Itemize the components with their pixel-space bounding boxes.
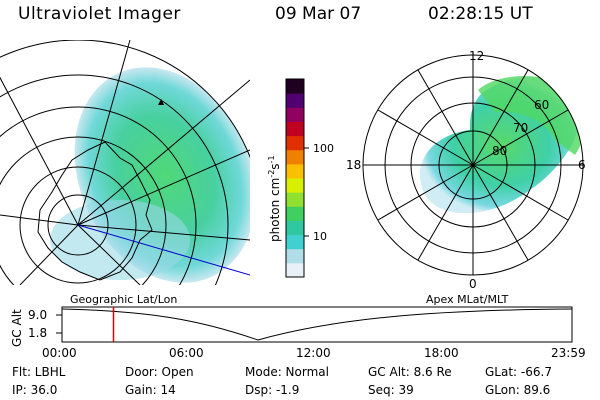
status-mode: Mode: Normal	[245, 365, 329, 379]
status-door: Door: Open	[125, 365, 194, 379]
colorbar-segment	[286, 234, 304, 250]
status-seq: Seq: 39	[368, 383, 414, 397]
mlt-label-0: 0	[469, 277, 477, 291]
instrument-title: Ultraviolet Imager	[18, 4, 181, 24]
altitude-tick-bottom: 1.8	[28, 326, 47, 340]
apex-polar-map	[362, 54, 584, 276]
status-glon: GLon: 89.6	[485, 383, 550, 397]
observation-time: 02:28:15 UT	[428, 4, 533, 24]
colorbar-segment	[286, 248, 304, 264]
status-filter: Flt: LBHL	[12, 365, 66, 379]
colorbar-segment	[286, 149, 304, 165]
status-ip: IP: 36.0	[12, 383, 57, 397]
geographic-caption: Geographic Lat/Lon	[70, 293, 177, 306]
observation-date: 09 Mar 07	[275, 4, 362, 24]
time-tick-2359: 23:59	[551, 346, 586, 360]
mlt-label-6: 6	[578, 158, 586, 172]
apex-caption: Apex MLat/MLT	[426, 293, 509, 306]
colorbar-segment	[286, 262, 304, 278]
status-dsp: Dsp: -1.9	[245, 383, 299, 397]
altitude-curve	[61, 308, 573, 341]
altitude-tick-top: 9.0	[28, 308, 47, 322]
mlat-label-60: 60	[534, 98, 549, 112]
colorbar-segment	[286, 121, 304, 137]
time-tick-1200: 12:00	[296, 346, 331, 360]
colorbar-segment	[286, 93, 304, 108]
status-gain: Gain: 14	[125, 383, 176, 397]
mlt-label-12: 12	[469, 49, 484, 63]
svg-text:▲: ▲	[158, 97, 165, 106]
altitude-axis-label: GC Alt	[10, 309, 24, 347]
colorbar-segment	[286, 135, 304, 151]
status-gc-alt: GC Alt: 8.6 Re	[368, 365, 452, 379]
time-tick-0600: 06:00	[169, 346, 204, 360]
geographic-map	[0, 40, 250, 285]
colorbar-segment	[286, 79, 304, 94]
colorbar-tick-10: 10	[313, 230, 327, 243]
colorbar-segment	[286, 107, 304, 122]
altitude-plot	[56, 306, 573, 343]
colorbar-tick-100: 100	[313, 142, 334, 155]
mlat-label-80: 80	[492, 144, 507, 158]
colorbar-segment	[286, 192, 304, 207]
colorbar-unit-label: photon cm-2s-1	[267, 155, 282, 242]
time-tick-0000: 00:00	[42, 346, 77, 360]
ground-track-line	[77, 224, 250, 276]
coastline-outline	[37, 141, 153, 281]
colorbar-segment	[286, 178, 304, 193]
time-tick-1800: 18:00	[424, 346, 459, 360]
colorbar-segment	[286, 163, 304, 179]
mlat-label-70: 70	[513, 121, 528, 135]
colorbar-segment	[286, 220, 304, 236]
mlt-label-18: 18	[346, 158, 361, 172]
status-glat: GLat: -66.7	[485, 365, 552, 379]
color-bar	[286, 79, 304, 278]
colorbar-segment	[286, 206, 304, 221]
